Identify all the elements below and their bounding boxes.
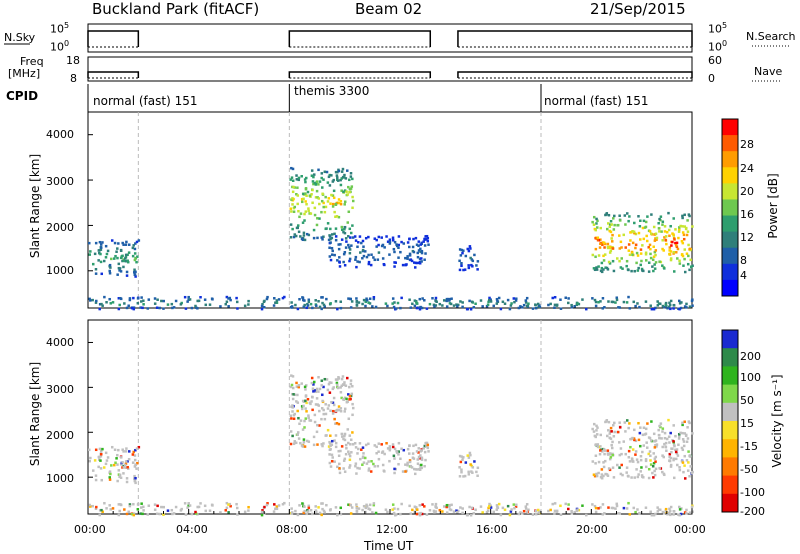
xtick-1200: 12:00 (376, 523, 408, 536)
cpid-segment-3: normal (fast) 151 (544, 94, 649, 108)
velocity-colorbar-swatch-4 (722, 402, 738, 422)
nsearch-tick-high: 105 (708, 21, 728, 36)
power-colorbar-swatch-7 (722, 231, 738, 249)
velocity-echo-region-4 (591, 418, 694, 480)
velocity-ytick-3000: 3000 (46, 383, 74, 396)
velocity-panel-frame (87, 319, 693, 515)
velocity-colorbar-swatch-7 (722, 457, 738, 477)
power-cbar-tick-16: 16 (740, 208, 754, 221)
velocity-echo-region-0 (88, 445, 141, 485)
cpid-segment-1: normal (fast) 151 (93, 94, 198, 108)
power-echo-region-4 (591, 211, 694, 274)
power-cbar-tick-24: 24 (740, 162, 754, 175)
freq-tick-high: 18 (66, 54, 80, 67)
velocity-cbar-tick-200: 200 (740, 350, 761, 363)
nsky-trace-2 (457, 30, 693, 47)
date-title: 21/Sep/2015 (590, 0, 686, 18)
freq-panel-frame (87, 56, 693, 82)
power-colorbar-swatch-1 (722, 135, 738, 152)
velocity-echo-region-2 (328, 441, 430, 476)
velocity-colorbar-swatch-8 (722, 475, 738, 495)
nave-label: Nave (754, 65, 783, 78)
power-colorbar-swatch-10 (722, 279, 738, 297)
nsky-trace-0 (87, 30, 140, 47)
velocity-cbar-tick-50: 50 (740, 394, 754, 407)
power-ytick-2000: 2000 (46, 221, 74, 234)
power-colorbar-swatch-0 (722, 119, 738, 136)
freq-trace-0 (87, 71, 140, 78)
cpid-label: CPID (6, 89, 39, 103)
nsearch-tick-low: 100 (708, 39, 728, 54)
xtick-1600: 16:00 (476, 523, 508, 536)
power-colorbar-swatch-2 (722, 151, 738, 168)
velocity-cbar-tick-neg50: -50 (740, 463, 758, 476)
velocity-echo-region-1 (289, 374, 355, 449)
power-colorbar-swatch-4 (722, 183, 738, 200)
nsky-label: N.Sky (4, 31, 36, 44)
velocity-colorbar-frame (721, 329, 739, 513)
freq-trace-1 (288, 71, 432, 78)
velocity-ytick-4000: 4000 (46, 336, 74, 349)
power-colorbar-swatch-9 (722, 263, 738, 281)
nave-tick-low: 0 (708, 72, 715, 85)
power-cbar-tick-4: 4 (740, 269, 747, 282)
velocity-colorbar-swatch-9 (722, 493, 738, 513)
velocity-colorbar-swatch-3 (722, 384, 738, 404)
power-echo-region-3 (458, 245, 480, 272)
power-cbar-tick-20: 20 (740, 185, 754, 198)
power-ytick-3000: 3000 (46, 175, 74, 188)
power-echo-region-5 (88, 295, 694, 311)
power-echo-region-0 (88, 239, 141, 278)
velocity-cbar-tick-neg200: -200 (740, 505, 765, 518)
velocity-echo-region-3 (458, 451, 480, 478)
velocity-colorbar-swatch-2 (722, 366, 738, 386)
power-echo-region-1 (289, 166, 355, 242)
nsky-tick-low: 100 (50, 39, 70, 54)
power-colorbar-swatch-6 (722, 215, 738, 233)
nsky-tick-high: 105 (50, 21, 70, 36)
power-colorbar-swatch-5 (722, 199, 738, 217)
xtick-2000: 20:00 (576, 523, 608, 536)
velocity-cbar-tick-100: 100 (740, 371, 761, 384)
beam-title: Beam 02 (355, 0, 423, 18)
xtick-0800: 08:00 (276, 523, 308, 536)
freq-trace-2 (457, 71, 693, 78)
velocity-colorbar-swatch-6 (722, 439, 738, 458)
velocity-colorbar-swatch-5 (722, 421, 738, 440)
nsky-panel-frame (87, 23, 693, 53)
power-cbar-tick-12: 12 (740, 231, 754, 244)
freq-unit: [MHz] (8, 67, 41, 80)
power-colorbar-swatch-8 (722, 247, 738, 265)
velocity-cbar-tick-15: 15 (740, 417, 754, 430)
power-cbar-tick-8: 8 (740, 254, 747, 267)
velocity-colorbar-swatch-0 (722, 330, 738, 349)
nsearch-label: N.Search (746, 30, 796, 43)
power-colorbar-swatch-3 (722, 167, 738, 184)
xtick-0400: 04:00 (176, 523, 208, 536)
nsky-trace-1 (288, 30, 432, 47)
cpid-segment-2: themis 3300 (294, 84, 370, 98)
velocity-ytick-1000: 1000 (46, 472, 74, 485)
power-colorbar-frame (721, 118, 739, 297)
x-axis-label: Time UT (364, 539, 414, 553)
nave-tick-high: 60 (708, 54, 722, 67)
velocity-cbar-tick-neg100: -100 (740, 486, 765, 499)
freq-label: Freq (20, 55, 44, 68)
station-title: Buckland Park (fitACF) (92, 0, 260, 18)
power-panel-frame (87, 111, 693, 309)
power-cbar-tick-28: 28 (740, 138, 754, 151)
velocity-cbar-tick-neg15: -15 (740, 440, 758, 453)
freq-tick-low: 8 (70, 72, 77, 85)
xtick-2400: 00:00 (674, 523, 706, 536)
velocity-ytick-2000: 2000 (46, 429, 74, 442)
xtick-0000: 00:00 (74, 523, 106, 536)
power-ytick-1000: 1000 (46, 264, 74, 277)
velocity-colorbar-swatch-1 (722, 348, 738, 367)
power-echo-region-2 (328, 234, 430, 269)
power-ytick-4000: 4000 (46, 128, 74, 141)
